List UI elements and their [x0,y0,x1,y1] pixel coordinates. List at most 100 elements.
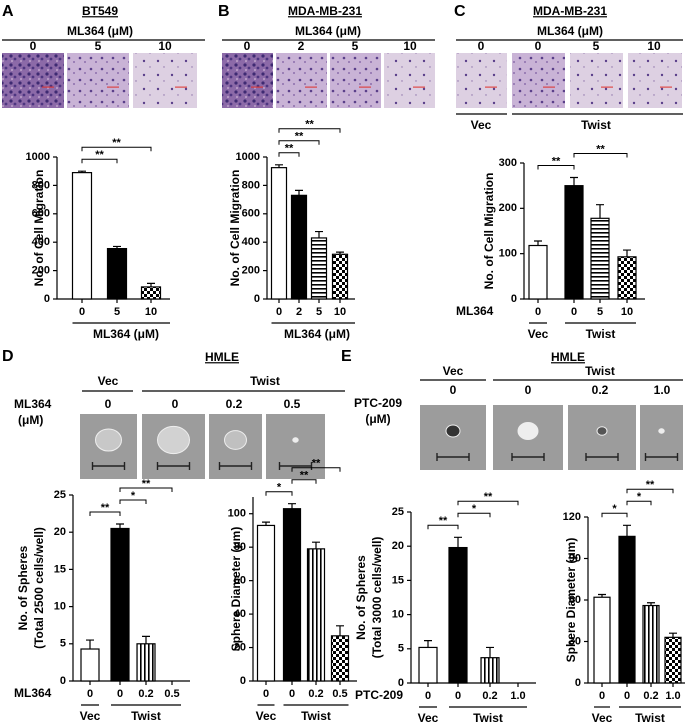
y-tick-label: 15 [392,574,404,586]
bar [618,535,636,684]
significance-bracket [265,491,293,496]
treatment-label: (μM) [18,413,43,427]
image-label: 0 [172,397,179,411]
bar [110,527,130,682]
x-tick-label: 0 [425,690,431,702]
significance-label: * [472,503,477,515]
error-bar [86,639,94,650]
scale-bar [585,453,619,461]
bar [528,244,548,300]
x-tick-label: 10 [621,306,633,318]
panel-title: HMLE [205,350,239,364]
y-tick-label: 800 [242,179,260,191]
image-label: 0 [30,39,37,53]
scale-bar [511,453,545,461]
y-axis-label: Sphere Diameter (μm) [564,538,578,663]
scale-bar [156,462,191,470]
x-tick-label: 0 [571,306,577,318]
error-bar [623,524,631,537]
y-tick-label: 60 [569,594,581,606]
sphere [157,425,190,455]
sphere-image [420,405,486,470]
x-tick-label: 0.5 [332,688,347,700]
group-label: Twist [473,711,503,722]
panel-letter: C [454,3,466,20]
error-bar [486,646,494,658]
group-label: Vec [443,364,464,378]
significance-bracket [119,499,147,505]
group-label: Twist [131,709,161,722]
significance-label: ** [646,479,655,491]
x-tick-label: 0 [535,306,541,318]
x-tick-label: 0 [455,690,461,702]
x-tick-label: 0 [263,688,269,700]
y-tick-label: 15 [54,563,66,575]
group-label: Vec [80,709,101,722]
significance-bracket [89,511,121,517]
micrograph [456,53,507,108]
y-tick-label: 40 [234,608,246,620]
bar [617,256,637,300]
x-tick-label: 0.2 [308,688,323,700]
treatment-label: ML364 [14,397,52,411]
treatment-label: ML364 (μM) [537,24,603,38]
error-bar [534,240,542,246]
y-tick-label: 5 [398,643,404,655]
x-tick-label: 0.5 [164,688,179,700]
x-tick-label: 10 [145,306,157,318]
y-tick-label: 1000 [236,151,260,163]
y-tick-label: 0 [398,677,404,689]
significance-bracket [457,500,519,506]
significance-label: ** [295,131,304,143]
x-tick-label: 1.0 [665,690,680,702]
image-label: 0 [478,39,485,53]
error-bar [113,245,121,249]
y-tick-label: 30 [569,635,581,647]
bar [80,648,100,682]
image-label: 0 [244,39,251,53]
image-label: 10 [403,39,417,53]
x-tick-label: 5 [597,306,603,318]
error-bar [295,189,303,196]
significance-label: ** [300,470,309,482]
sphere [95,428,122,452]
image-label: 5 [593,39,600,53]
x-tick-label: 0 [276,306,282,318]
significance-bracket [537,165,575,170]
bar [106,247,128,300]
group-label: Twist [581,118,611,132]
error-bar [312,541,320,549]
group-label: Vec [256,709,277,722]
error-bar [454,536,462,548]
image-label: 0 [105,397,112,411]
significance-label: ** [552,155,561,167]
x-tick-label: 5 [114,306,120,318]
treatment-label: ML364 (μM) [295,24,361,38]
bar [590,217,610,300]
panel-letter: B [218,3,230,20]
x-tick-label: 0 [117,688,123,700]
micrograph [276,53,327,108]
significance-bracket [81,158,118,164]
micrograph [222,53,273,108]
bar [664,636,682,684]
bar [140,286,162,300]
error-bar [669,632,677,638]
image-label: 0 [535,39,542,53]
significance-bracket [573,153,628,158]
x-tick-label: 2 [296,306,302,318]
significance-label: * [277,482,282,494]
sphere [445,424,461,438]
significance-bracket [278,128,341,133]
y-tick-label: 60 [234,575,246,587]
y-tick-label: 200 [242,265,260,277]
image-label: 0.2 [592,383,609,397]
significance-label: ** [285,143,294,155]
group-label: Twist [586,327,616,341]
image-label: 2 [298,39,305,53]
significance-bracket [601,512,628,518]
micrograph [628,53,682,108]
micrograph [133,53,197,108]
bar [282,508,302,682]
